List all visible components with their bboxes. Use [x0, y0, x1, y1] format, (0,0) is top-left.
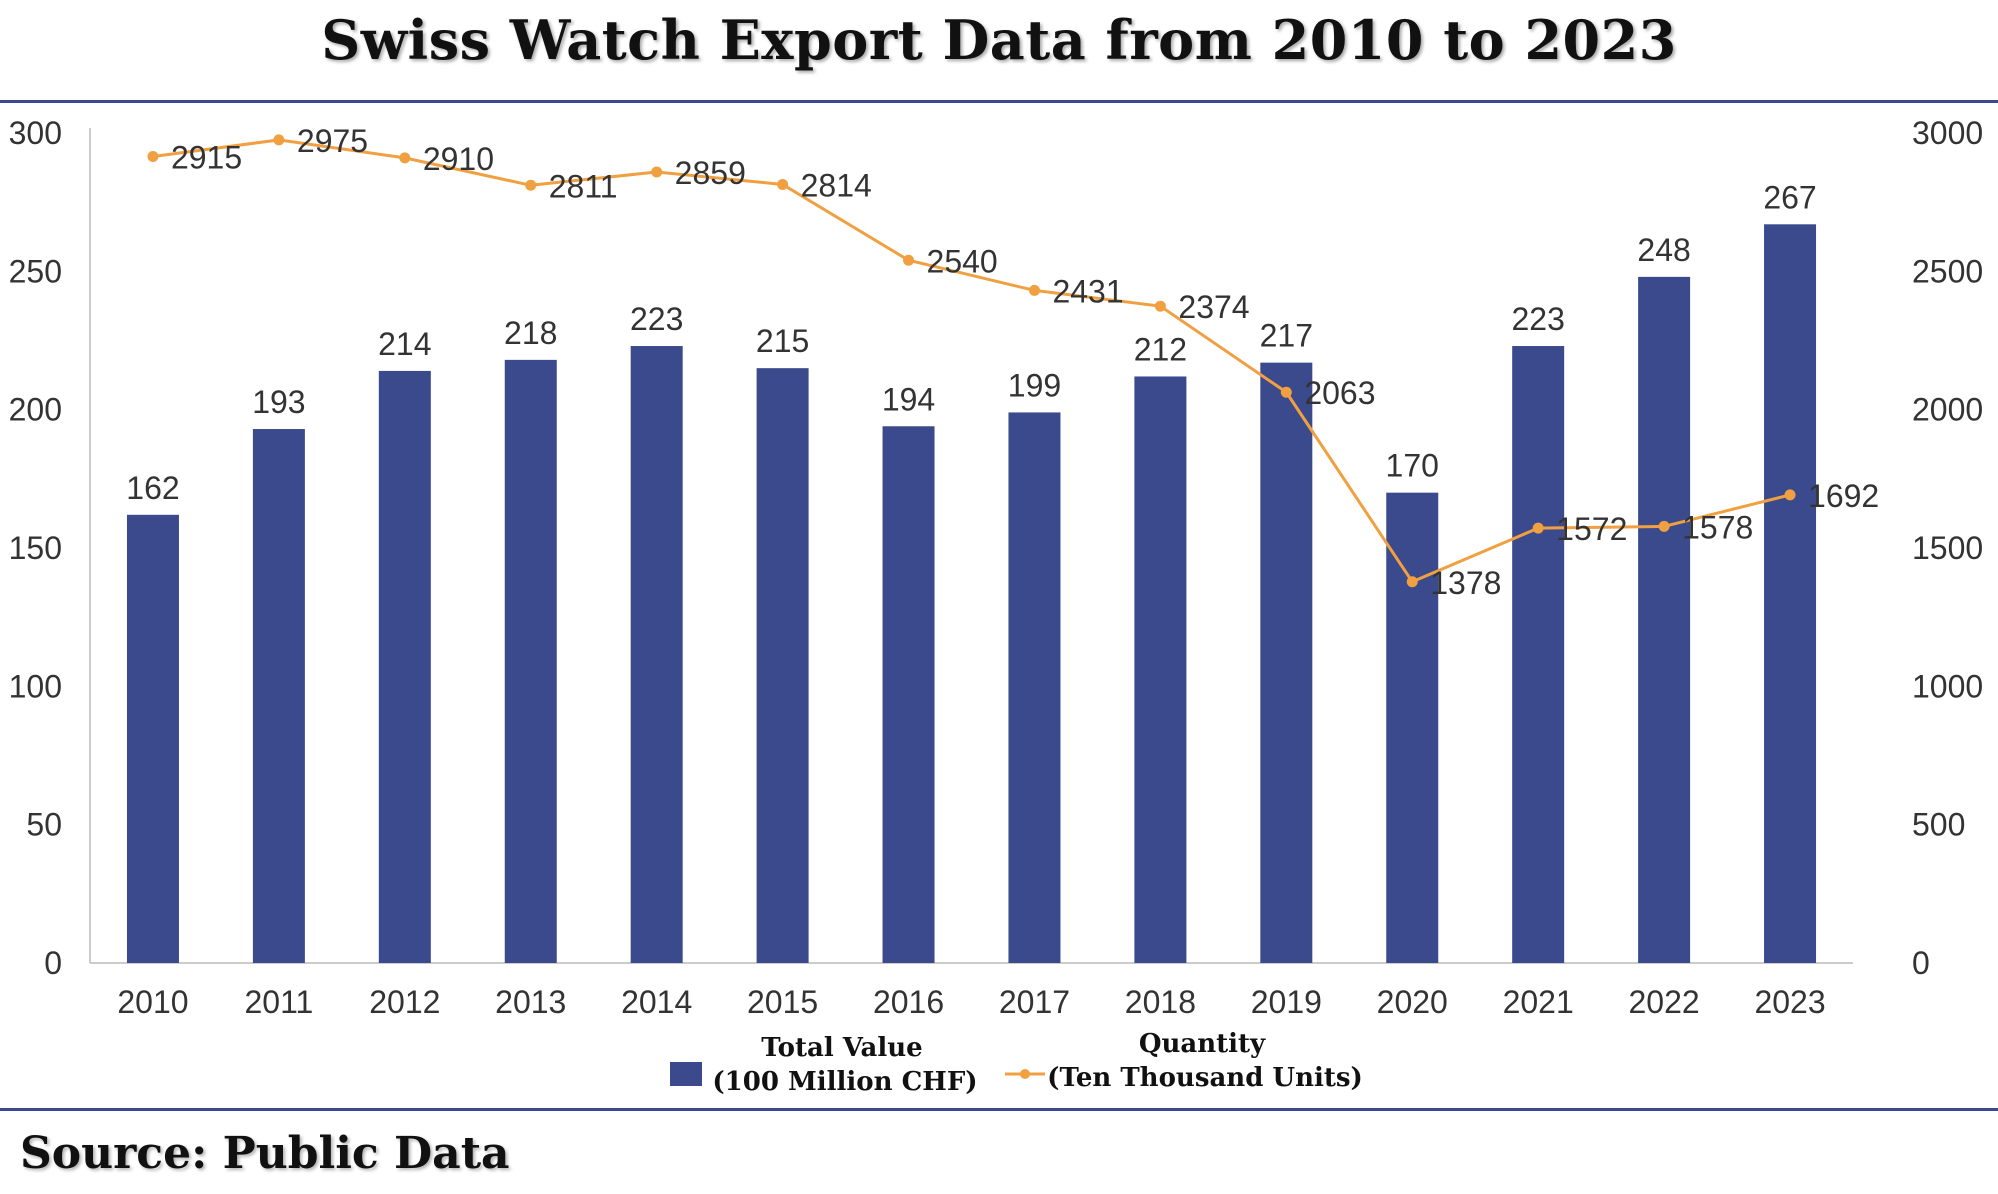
left-tick-label: 250	[9, 253, 62, 289]
x-tick-label: 2022	[1629, 984, 1700, 1020]
bar	[252, 429, 305, 963]
bar-value-label: 223	[630, 301, 683, 337]
bar	[126, 514, 179, 963]
line-value-label: 1692	[1808, 478, 1879, 514]
x-tick-label: 2013	[495, 984, 566, 1020]
right-tick-label: 500	[1912, 807, 1965, 843]
bar-value-label: 194	[882, 381, 935, 417]
bar	[378, 370, 431, 963]
line-point	[399, 152, 411, 164]
bar-value-label: 199	[1008, 367, 1061, 403]
line-value-label: 2814	[801, 167, 872, 203]
bar-value-label: 212	[1134, 331, 1187, 367]
legend-label-line-line2: (Ten Thousand Units)	[1047, 1063, 1363, 1093]
left-tick-label: 0	[44, 945, 62, 981]
x-tick-label: 2021	[1503, 984, 1574, 1020]
right-tick-label: 1500	[1912, 530, 1983, 566]
x-tick-label: 2015	[747, 984, 818, 1020]
line-point	[903, 254, 915, 266]
line-value-label: 2975	[297, 123, 368, 159]
combo-chart: 0501001502002503000500100015002000250030…	[9, 115, 1984, 1097]
bar-value-label: 248	[1637, 232, 1690, 268]
bar	[1008, 412, 1061, 963]
bar	[630, 346, 683, 963]
line-value-label: 1572	[1556, 511, 1627, 547]
bar-value-label: 162	[126, 470, 179, 506]
line-point	[1658, 520, 1670, 532]
top-divider	[0, 100, 1998, 103]
line-value-label: 2859	[675, 155, 746, 191]
bar	[1134, 376, 1187, 963]
bar	[1764, 224, 1817, 964]
line-point	[525, 179, 537, 191]
left-tick-label: 50	[26, 807, 62, 843]
quantity-line	[152, 138, 1791, 584]
bar	[882, 426, 935, 963]
line-point	[147, 151, 159, 163]
x-tick-label: 2012	[369, 984, 440, 1020]
line-point	[1784, 489, 1796, 501]
line-point	[777, 178, 789, 190]
bottom-divider	[0, 1108, 1998, 1111]
line-value-label: 2540	[927, 243, 998, 279]
line-value-label: 1378	[1430, 565, 1501, 601]
line-value-label: 2915	[171, 140, 242, 176]
line-point	[1028, 284, 1040, 296]
x-tick-label: 2010	[117, 984, 188, 1020]
bar	[504, 359, 557, 963]
left-tick-label: 200	[9, 392, 62, 428]
line-value-label: 2063	[1304, 375, 1375, 411]
x-tick-label: 2020	[1377, 984, 1448, 1020]
bar-value-label: 267	[1763, 179, 1816, 215]
bar	[1386, 492, 1439, 963]
x-tick-label: 2016	[873, 984, 944, 1020]
line-point	[651, 166, 663, 178]
x-tick-label: 2023	[1754, 984, 1825, 1020]
bar	[1260, 362, 1313, 964]
source-note: Source: Public Data	[20, 1128, 510, 1179]
line-value-label: 2910	[423, 141, 494, 177]
bar	[1638, 276, 1691, 963]
line-point	[1406, 576, 1418, 588]
x-tick-label: 2018	[1125, 984, 1196, 1020]
left-tick-label: 100	[9, 668, 62, 704]
legend-swatch-bar	[670, 1062, 702, 1086]
line-value-label: 1578	[1682, 509, 1753, 545]
bar-value-label: 223	[1511, 301, 1564, 337]
bar-value-label: 170	[1386, 448, 1439, 484]
x-tick-label: 2017	[999, 984, 1070, 1020]
x-tick-label: 2014	[621, 984, 692, 1020]
chart-title: Swiss Watch Export Data from 2010 to 202…	[321, 8, 1677, 72]
bar-value-label: 218	[504, 315, 557, 351]
bar	[1512, 346, 1565, 963]
line-point	[1280, 386, 1292, 398]
line-value-label: 2811	[549, 168, 618, 204]
legend-label-bar-line2: (100 Million CHF)	[712, 1067, 977, 1097]
bar-value-label: 217	[1260, 318, 1313, 354]
left-tick-label: 300	[9, 115, 62, 151]
bar-value-label: 193	[252, 384, 305, 420]
bar-value-label: 215	[756, 323, 809, 359]
line-point	[1154, 300, 1166, 312]
bar-value-label: 214	[378, 326, 431, 362]
legend-label-line-line1: Quantity	[1139, 1029, 1266, 1059]
line-point	[273, 134, 285, 146]
line-value-label: 2431	[1052, 273, 1123, 309]
left-tick-label: 150	[9, 530, 62, 566]
line-value-label: 2374	[1178, 289, 1249, 325]
right-tick-label: 2500	[1912, 253, 1983, 289]
x-tick-label: 2019	[1251, 984, 1322, 1020]
right-tick-label: 0	[1912, 945, 1930, 981]
line-point	[1532, 522, 1544, 534]
right-tick-label: 2000	[1912, 392, 1983, 428]
legend-swatch-point	[1020, 1069, 1030, 1079]
x-tick-label: 2011	[244, 984, 313, 1020]
legend-label-bar-line1: Total Value	[761, 1033, 922, 1063]
bar	[756, 368, 809, 964]
right-tick-label: 1000	[1912, 668, 1983, 704]
right-tick-label: 3000	[1912, 115, 1983, 151]
